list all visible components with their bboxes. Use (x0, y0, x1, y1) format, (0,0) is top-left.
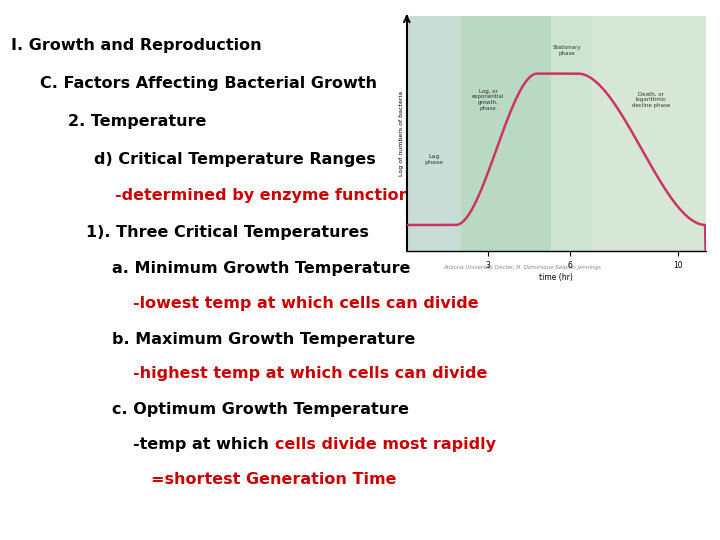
Bar (461, 16, 551, 251)
Text: b. Maximum Growth Temperature: b. Maximum Growth Temperature (112, 332, 415, 347)
Text: -highest temp at which cells can divide: -highest temp at which cells can divide (133, 366, 487, 381)
Bar (407, 16, 461, 251)
Text: d) Critical Temperature Ranges: d) Critical Temperature Ranges (94, 152, 375, 167)
Text: cells divide most rapidly: cells divide most rapidly (275, 437, 495, 452)
Text: -determined by enzyme function: -determined by enzyme function (115, 188, 410, 203)
Text: =shortest Generation Time: =shortest Generation Time (151, 472, 397, 487)
Text: 1). Three Critical Temperatures: 1). Three Critical Temperatures (86, 225, 369, 240)
Text: Death, or
logarithmic
decline phase: Death, or logarithmic decline phase (632, 91, 670, 108)
Text: -lowest temp at which cells can divide: -lowest temp at which cells can divide (133, 296, 479, 311)
Text: c. Optimum Growth Temperature: c. Optimum Growth Temperature (112, 402, 409, 417)
X-axis label: time (hr): time (hr) (539, 273, 573, 281)
Bar (592, 16, 706, 251)
Text: -temp at which: -temp at which (133, 437, 275, 452)
Text: C. Factors Affecting Bacterial Growth: C. Factors Affecting Bacterial Growth (40, 76, 377, 91)
Y-axis label: Log of numbers of bacteria: Log of numbers of bacteria (399, 91, 404, 176)
Text: Lag
phase: Lag phase (425, 154, 444, 165)
Text: Arizona University Docter, N. Dominique Selphin Jennings: Arizona University Docter, N. Dominique … (443, 265, 600, 270)
Text: I. Growth and Reproduction: I. Growth and Reproduction (11, 38, 261, 53)
Text: Stationary
phase: Stationary phase (553, 45, 581, 56)
Text: a. Minimum Growth Temperature: a. Minimum Growth Temperature (112, 261, 410, 276)
Text: 2. Temperature: 2. Temperature (68, 114, 207, 129)
Bar (551, 16, 592, 251)
Text: Log, or
exponential
growth,
phase: Log, or exponential growth, phase (472, 89, 505, 111)
